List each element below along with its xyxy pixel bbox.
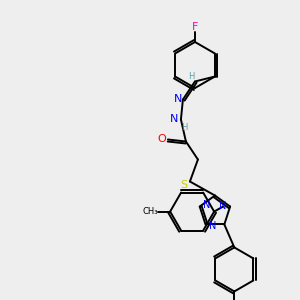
Text: H: H: [181, 123, 187, 132]
Text: N: N: [209, 221, 216, 231]
Text: F: F: [192, 22, 198, 32]
Text: H: H: [188, 72, 194, 81]
Text: N: N: [219, 201, 227, 211]
Text: N: N: [170, 115, 178, 124]
Text: S: S: [180, 181, 188, 190]
Text: O: O: [158, 134, 166, 145]
Text: N: N: [203, 200, 210, 210]
Text: N: N: [174, 94, 182, 103]
Text: CH₃: CH₃: [142, 207, 158, 216]
